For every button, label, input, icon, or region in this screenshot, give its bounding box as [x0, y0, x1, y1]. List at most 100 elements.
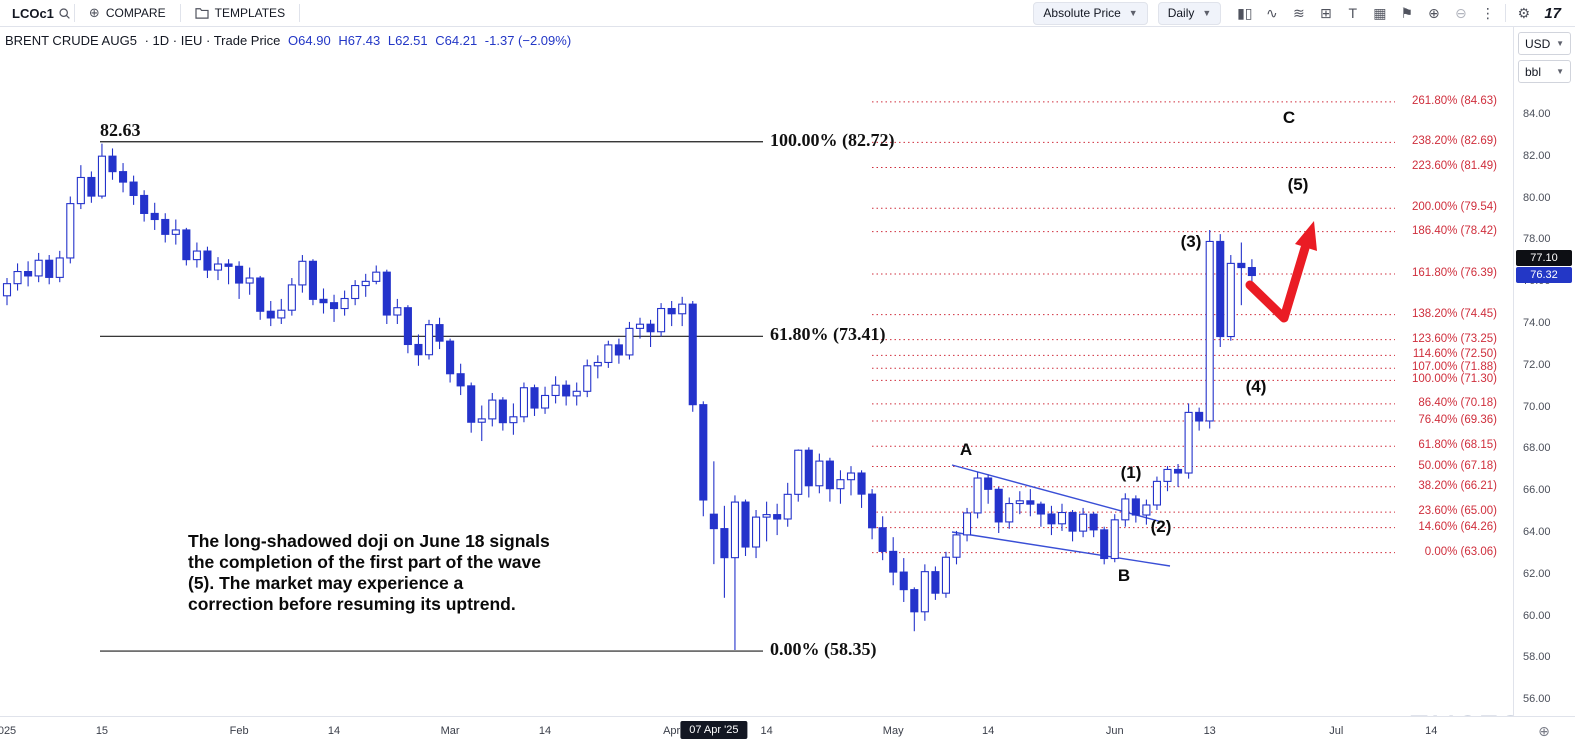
compare-add-icon[interactable]: ⊞ — [1319, 4, 1332, 21]
fib-extension-label: 114.60% (72.50) — [1412, 348, 1497, 361]
symbol-search-field[interactable]: LCOc1 — [12, 5, 54, 21]
elliott-wave-label[interactable]: (5) — [1287, 175, 1309, 194]
chart-pane[interactable]: FX678 The long-shadowed doji on June 18 … — [0, 27, 1520, 747]
time-tick-label: Jul — [1329, 725, 1344, 737]
candle-body — [308, 260, 318, 300]
candle-body — [340, 297, 349, 310]
candle-body — [973, 477, 982, 514]
candle-body — [1142, 504, 1151, 516]
candle-body — [192, 250, 201, 261]
candle-body — [657, 307, 666, 333]
candle-body — [1068, 511, 1077, 532]
price-tick-label: 62.00 — [1523, 567, 1551, 580]
candle-body — [1131, 498, 1140, 516]
candle-body — [804, 449, 813, 487]
compare-button[interactable]: ⊕ COMPARE — [88, 5, 166, 20]
candle-body — [1079, 513, 1088, 532]
crosshair-price-badge: 77.10 — [1516, 250, 1572, 267]
candle-body — [889, 550, 898, 573]
candle-body — [446, 340, 455, 375]
price-tick-label: 70.00 — [1523, 400, 1551, 413]
candle-body — [741, 501, 750, 548]
price-tick-label: 68.00 — [1523, 442, 1551, 455]
candle-body — [45, 259, 54, 278]
candle-body — [372, 271, 381, 282]
chart-style-icon[interactable]: ∿ — [1265, 4, 1278, 21]
elliott-wave-label[interactable]: C — [1282, 108, 1296, 127]
candle-body — [329, 302, 339, 310]
analysis-note-line: the completion of the first part of the … — [188, 552, 541, 572]
candle-body — [119, 171, 128, 183]
elliott-wave-label[interactable]: (4) — [1245, 377, 1267, 396]
search-icon[interactable] — [58, 7, 71, 20]
candle-body — [287, 284, 296, 311]
price-scale[interactable]: USD ▼ bbl ▼ 84.0082.0080.0078.0076.0074.… — [1513, 27, 1575, 716]
elliott-wave-label[interactable]: B — [1117, 566, 1131, 585]
symbol-header: BRENT CRUDE AUG5 · 1D · IEU · Trade Pric… — [5, 33, 575, 48]
candle-body — [836, 479, 845, 490]
fib-retracement-label: 61.80% (73.41) — [770, 324, 886, 345]
more-options-icon[interactable]: ⋮ — [1480, 4, 1495, 21]
candle-body — [1057, 511, 1067, 525]
candle-body — [646, 323, 655, 333]
candle-body — [984, 477, 993, 490]
candle-body — [24, 270, 33, 277]
candle-body — [1121, 498, 1130, 521]
tradingview-logo[interactable]: 17 — [1544, 4, 1561, 22]
candle-body — [1247, 267, 1256, 277]
candle-body — [224, 263, 233, 267]
last-price-badge: 76.32 — [1516, 266, 1572, 283]
change-value: -1.37 (−2.09%) — [484, 33, 572, 48]
symbol-title[interactable]: BRENT CRUDE AUG5 — [5, 33, 137, 48]
candle-body — [625, 327, 634, 356]
candle-body — [382, 271, 391, 316]
text-tool-icon[interactable]: T — [1348, 4, 1358, 21]
interval-dropdown[interactable]: Daily ▼ — [1157, 1, 1222, 25]
scale-reset-corner[interactable]: ⊕ — [1513, 716, 1575, 746]
candlestick-chart[interactable] — [0, 27, 1513, 716]
time-tick-label: 14 — [538, 725, 552, 737]
currency-dropdown[interactable]: USD ▼ — [1518, 32, 1571, 55]
top-toolbar: LCOc1 ⊕ COMPARE TEMPLATES Absolute Price… — [0, 0, 1575, 27]
candle-body — [13, 270, 22, 285]
elliott-wave-label[interactable]: A — [959, 440, 973, 459]
elliott-wave-label[interactable]: (1) — [1120, 463, 1142, 482]
time-tick-label: Mar — [440, 725, 460, 737]
zoom-in-icon[interactable]: ⊕ — [1427, 4, 1440, 21]
elliott-wave-label[interactable]: (2) — [1150, 517, 1172, 536]
indicators-icon[interactable]: ≋ — [1292, 4, 1305, 21]
trendline[interactable] — [951, 531, 1171, 567]
candle-body — [298, 260, 307, 286]
fib-extension-label: 61.80% (68.15) — [1418, 439, 1497, 452]
candle-body — [351, 284, 360, 300]
settings-gear-icon[interactable]: ⚙ — [1517, 4, 1531, 21]
time-scale[interactable]: 025 15 Feb 14 Mar 14 Apr 14 May 14 Jun 13 Jul 14 07 Ap… — [0, 716, 1513, 746]
unit-dropdown[interactable]: bbl ▼ — [1518, 60, 1571, 83]
price-mode-dropdown[interactable]: Absolute Price ▼ — [1033, 1, 1148, 25]
chevron-down-icon: ▼ — [1556, 67, 1564, 76]
zoom-out-icon[interactable]: ⊖ — [1454, 4, 1467, 21]
fib-extension-label: 107.00% (71.88) — [1411, 361, 1497, 374]
layout-grid-icon[interactable]: ▦ — [1373, 4, 1387, 21]
candle-body — [994, 488, 1003, 523]
candle-body — [488, 399, 497, 420]
fib-extension-label: 123.60% (73.25) — [1411, 332, 1497, 345]
price-tick-label: 74.00 — [1523, 317, 1551, 329]
fib-extension-label: 138.20% (74.45) — [1411, 307, 1497, 320]
circle-plus-icon[interactable]: ⊕ — [1538, 723, 1550, 739]
candle-body — [477, 418, 486, 423]
time-tick-label: May — [882, 725, 904, 737]
projection-arrow[interactable] — [1245, 243, 1310, 323]
flag-icon[interactable]: ⚑ — [1400, 4, 1414, 21]
candle-body — [1100, 529, 1109, 560]
candle-body — [783, 493, 792, 520]
candle-body — [699, 404, 708, 501]
candle-body — [540, 394, 550, 409]
candle-body — [1026, 500, 1035, 505]
interval-candles-icon[interactable]: ▮▯ — [1237, 4, 1253, 21]
elliott-wave-label[interactable]: (3) — [1180, 232, 1202, 251]
candle-body — [435, 324, 444, 342]
templates-button[interactable]: TEMPLATES — [184, 0, 296, 27]
candle-body — [467, 385, 476, 423]
price-tick-label: 64.00 — [1523, 526, 1551, 538]
